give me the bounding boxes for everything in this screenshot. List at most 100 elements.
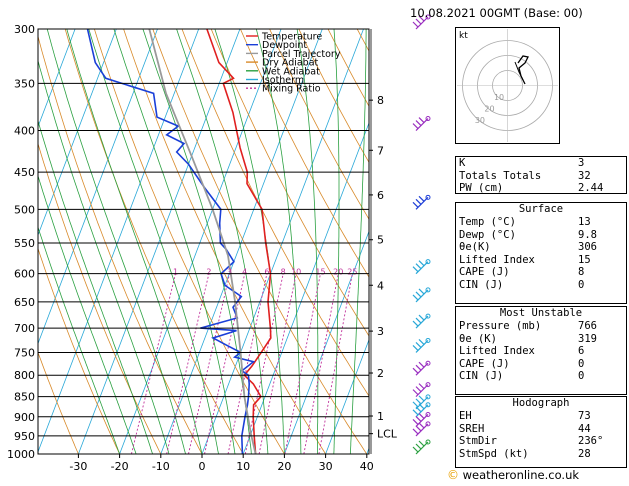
pressure-tick-label: 350 (14, 77, 35, 90)
mixing-ratio-label: 2 (206, 268, 211, 277)
wet-adiabat-line (333, 29, 340, 454)
mixing-ratio-line (188, 273, 230, 454)
surface-table: Surface Temp (°C) 13 Dewp (°C) 9.8 θe(K) 30… (455, 202, 627, 304)
pressure-tick-label: 650 (14, 296, 35, 309)
dry-adiabat-line (94, 29, 285, 454)
hodo-row: StmSpd (kt) 28 (459, 447, 591, 460)
pressure-tick-label: 600 (14, 268, 35, 281)
wind-barb-flag (418, 413, 425, 419)
wind-barb-flag (418, 361, 425, 368)
wind-barb (412, 287, 431, 303)
wind-barb-station (425, 259, 431, 265)
wind-barb-flag (415, 342, 422, 348)
wind-barb-flag (412, 345, 419, 351)
wind-barb-flag (415, 425, 422, 432)
surface-row: CAPE (J) 8 (459, 266, 585, 279)
pressure-tick-label: 400 (14, 125, 35, 138)
wind-barb-flag (412, 294, 419, 301)
wind-barb-flag (415, 416, 422, 422)
mu-row: Pressure (mb) 766 (459, 320, 597, 332)
isotherm-line (284, 230, 369, 454)
pressure-tick-label: 450 (14, 166, 35, 179)
mixing-ratio-label: 8 (281, 268, 286, 277)
datetime-label: 10.08.2021 00GMT (Base: 00) (410, 6, 583, 20)
wind-barb (412, 394, 431, 410)
wind-barb-station (425, 439, 431, 445)
hodograph-ring-label: 10 (494, 93, 504, 102)
surface-row: θe(K) 306 (459, 241, 597, 254)
hodo-row: SREH 44 (459, 422, 591, 435)
legend-label: Isotherm (262, 75, 304, 86)
temp-tick-label: -30 (69, 460, 87, 473)
pressure-tick-label: 1000 (7, 448, 35, 461)
most-unstable-title: Most Unstable (499, 307, 583, 319)
surface-title: Surface (518, 203, 564, 215)
hodograph-unit: kt (459, 31, 468, 41)
plot-frame (37, 28, 370, 455)
pressure-tick-label: 750 (14, 346, 35, 359)
wind-barb-flag (415, 291, 422, 298)
wind-barb (412, 194, 431, 210)
km-tick-label: 5 (377, 234, 384, 247)
footer-site[interactable]: weatheronline.co.uk (462, 468, 580, 482)
wind-barb-flag (415, 398, 422, 405)
isotherm-line (201, 29, 364, 454)
pressure-tick-label: 550 (14, 237, 35, 250)
wind-barb-station (425, 394, 431, 400)
mixing-ratio-line (244, 273, 284, 454)
temp-tick-label: 40 (360, 460, 374, 473)
mu-row: CIN (J) 0 (459, 370, 585, 383)
isotherm-line (160, 29, 323, 454)
wind-barb (412, 411, 431, 427)
isotherm-line (78, 29, 241, 454)
pressure-tick-label: 500 (14, 203, 35, 216)
mixing-ratio-line (258, 273, 297, 454)
hodograph-ring-label: 20 (484, 105, 494, 114)
wind-barb-flag (412, 21, 419, 28)
legend-label: Mixing Ratio (262, 84, 321, 95)
mixing-ratio-label: 25 (347, 268, 357, 277)
pressure-tick-label: 800 (14, 369, 35, 382)
wind-barb-flag (418, 383, 425, 390)
mixing-ratio-line (166, 273, 210, 454)
hodograph-title: Hodograph (512, 397, 570, 409)
dry-adiabat-line (269, 29, 369, 220)
isotherm-line (38, 29, 200, 454)
wind-barb-flag (412, 201, 419, 208)
hodo-row: EH 73 (459, 410, 591, 422)
km-tick-label: LCL (377, 428, 398, 441)
wind-barb (412, 402, 431, 418)
wet-adiabat-line (349, 29, 367, 454)
mixing-ratio-line (303, 273, 339, 454)
mixing-ratio-label: 20 (333, 268, 343, 277)
wind-barb (412, 382, 431, 398)
mixing-ratio-line (227, 273, 268, 454)
wind-barb-flag (418, 195, 425, 202)
isotherm-line (38, 29, 76, 128)
wind-barb-flag (412, 401, 419, 408)
wind-barb-flag (415, 386, 422, 393)
surface-row: Temp (°C) 13 (459, 216, 591, 228)
pressure-tick-label: 950 (14, 430, 35, 443)
temp-tick-label: 30 (319, 460, 333, 473)
pressure-tick-label: 900 (14, 411, 35, 424)
legend-label: Wet Adiabat (262, 66, 320, 77)
surface-row: Lifted Index 15 (459, 253, 591, 266)
isotherm-line (325, 338, 369, 454)
mixing-ratio-label: 1 (173, 268, 178, 277)
hodograph-ring-label: 30 (475, 116, 485, 125)
mu-row: Lifted Index 6 (459, 345, 585, 358)
isotherm-line (38, 29, 117, 237)
surface-row: Dewp (°C) 9.8 (459, 228, 597, 241)
series-line-parcel-trajectory (148, 29, 257, 454)
wind-barb-flag (415, 120, 422, 126)
mixing-ratio-line (204, 273, 246, 454)
wind-barb-flag (412, 409, 419, 416)
wind-barb (412, 14, 431, 30)
wind-barb (412, 360, 431, 376)
dry-adiabat-line (298, 29, 369, 164)
mixing-ratio-label: 6 (264, 268, 269, 277)
legend-label: Parcel Trajectory (262, 49, 341, 60)
